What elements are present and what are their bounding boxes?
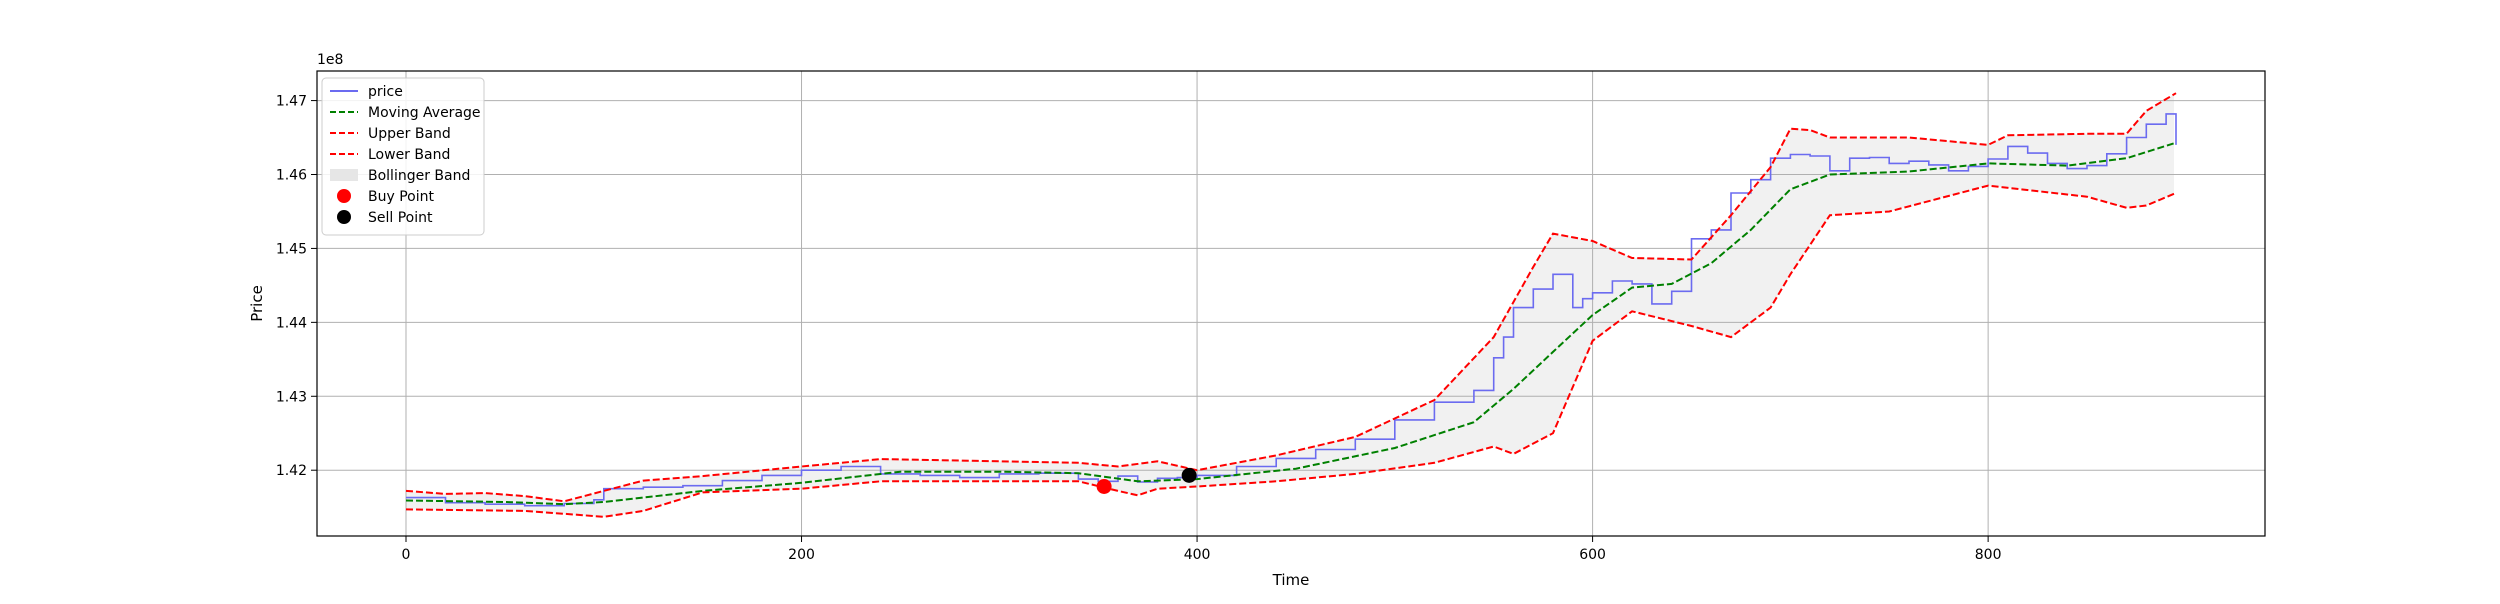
legend-swatch-bollinger-band <box>330 169 358 181</box>
x-axis-ticks: 0 200 400 600 800 <box>402 536 2002 563</box>
upper-band-line <box>405 92 2177 503</box>
legend-label-upper-band: Upper Band <box>368 126 451 142</box>
x-tick-label: 400 <box>1184 547 1211 563</box>
price-line <box>406 113 2177 507</box>
sell-point-marker <box>1181 467 1197 483</box>
legend-swatch-buy-point <box>337 189 351 203</box>
lower-band-line <box>405 184 2177 518</box>
trade-points <box>1096 467 1197 494</box>
x-tick-label: 200 <box>788 547 815 563</box>
grid-lines <box>317 71 2265 536</box>
bollinger-band-area <box>406 94 2174 517</box>
bollinger-band-fill <box>406 94 2174 517</box>
legend-swatch-sell-point <box>337 210 351 224</box>
legend-label-price: price <box>368 84 403 100</box>
legend-label-bollinger-band: Bollinger Band <box>368 168 470 184</box>
y-tick-label: 1.43 <box>276 389 307 405</box>
x-tick-label: 0 <box>402 547 411 563</box>
y-axis-label: Price <box>248 285 266 322</box>
y-tick-label: 1.47 <box>276 94 307 110</box>
legend: price Moving Average Upper Band Lower Band B… <box>321 77 485 236</box>
y-tick-label: 1.46 <box>276 167 307 183</box>
y-axis-multiplier: 1e8 <box>317 52 343 68</box>
x-tick-label: 800 <box>1975 547 2002 563</box>
legend-label-moving-average: Moving Average <box>368 105 481 121</box>
y-axis-ticks: 1.42 1.43 1.44 1.45 1.46 1.47 <box>276 94 317 479</box>
plot-frame <box>316 70 2266 537</box>
buy-point-marker <box>1096 478 1112 494</box>
y-tick-label: 1.44 <box>276 315 307 331</box>
legend-label-lower-band: Lower Band <box>368 147 450 163</box>
legend-label-sell-point: Sell Point <box>368 210 433 226</box>
x-tick-label: 600 <box>1579 547 1606 563</box>
series-lines <box>405 92 2177 518</box>
moving-average-line <box>405 141 2177 506</box>
y-tick-label: 1.42 <box>276 463 307 479</box>
x-axis-label: Time <box>1272 571 1310 589</box>
legend-label-buy-point: Buy Point <box>368 189 434 205</box>
y-tick-label: 1.45 <box>276 241 307 257</box>
legend-box <box>321 77 485 236</box>
